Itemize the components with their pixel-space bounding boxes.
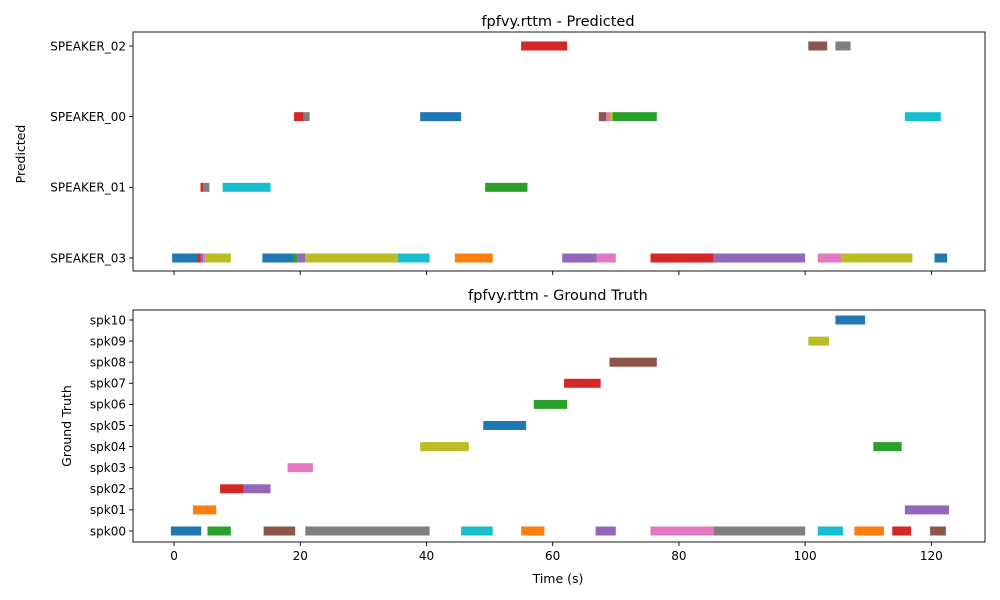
segment-bar <box>841 253 913 263</box>
xtick-label: 40 <box>419 549 434 563</box>
segment-bar <box>483 421 527 430</box>
segment-bar <box>200 182 204 192</box>
segment-bar <box>305 526 430 536</box>
segment-bar <box>172 253 199 263</box>
ytick-label: SPEAKER_00 <box>50 110 126 124</box>
segment-bar <box>904 505 950 515</box>
segment-bar <box>595 526 616 536</box>
predicted-segments <box>172 41 948 263</box>
segment-bar <box>609 357 657 367</box>
ytick-label: spk03 <box>90 461 126 475</box>
segment-bar <box>817 253 842 263</box>
segment-bar <box>461 526 493 536</box>
ground-truth-segments <box>170 315 950 536</box>
segment-bar <box>222 182 271 192</box>
ytick-label: spk01 <box>90 503 126 517</box>
segment-bar <box>454 253 493 263</box>
segment-bar <box>854 526 885 536</box>
segment-bar <box>609 112 613 122</box>
segment-bar <box>713 253 806 263</box>
segment-bar <box>170 526 202 536</box>
segment-bar <box>398 253 430 263</box>
segment-bar <box>303 112 310 122</box>
ytick-label: spk02 <box>90 482 126 496</box>
segment-bar <box>835 315 866 325</box>
segment-bar <box>562 253 597 263</box>
segment-bar <box>293 253 298 263</box>
segment-bar <box>293 112 304 122</box>
segment-bar <box>612 112 657 122</box>
predicted-axes-frame <box>132 31 986 272</box>
segment-bar <box>904 112 941 122</box>
segment-bar <box>203 253 206 263</box>
predicted-ylabel: Predicted <box>13 125 28 184</box>
segment-bar <box>287 463 313 473</box>
ytick-label: spk10 <box>90 313 126 327</box>
ytick-label: SPEAKER_01 <box>50 181 126 195</box>
ytick-label: SPEAKER_03 <box>50 251 126 265</box>
ytick-label: spk09 <box>90 334 126 348</box>
xtick-label: 60 <box>545 549 560 563</box>
segment-bar <box>873 442 902 452</box>
segment-bar <box>596 253 616 263</box>
ytick-label: SPEAKER_02 <box>50 39 126 53</box>
ground-truth-title: fpfvy.rttm - Ground Truth <box>468 288 648 304</box>
ground-truth-xlabel: Time (s) <box>532 571 584 586</box>
ytick-label: spk08 <box>90 356 126 370</box>
xtick-label: 120 <box>920 549 943 563</box>
xtick-label: 0 <box>170 549 178 563</box>
xtick-label: 20 <box>293 549 308 563</box>
segment-bar <box>817 526 843 536</box>
segment-bar <box>521 526 545 536</box>
segment-bar <box>207 526 231 536</box>
segment-bar <box>205 253 231 263</box>
segment-bar <box>243 484 271 494</box>
segment-bar <box>485 182 528 192</box>
predicted-ticks: SPEAKER_03 SPEAKER_01 SPEAKER_00 SPEAKER_02 <box>50 39 932 275</box>
segment-bar <box>263 526 296 536</box>
ytick-label: spk05 <box>90 419 126 433</box>
segment-bar <box>192 505 217 515</box>
segment-bar <box>606 112 610 122</box>
segment-bar <box>934 253 948 263</box>
segment-bar <box>650 253 714 263</box>
segment-bar <box>420 442 469 452</box>
segment-bar <box>305 253 399 263</box>
segment-bar <box>930 526 946 536</box>
segment-bar <box>808 41 828 51</box>
ground-truth-ylabel: Ground Truth <box>59 385 74 467</box>
segment-bar <box>533 399 568 409</box>
ground-truth-panel: fpfvy.rttm - Ground Truth Ground Truth s… <box>59 288 986 586</box>
predicted-panel: fpfvy.rttm - Predicted Predicted SPEAKER… <box>13 14 986 275</box>
segment-bar <box>892 526 912 536</box>
segment-bar <box>650 526 714 536</box>
ytick-label: spk00 <box>90 524 126 538</box>
segment-bar <box>713 526 806 536</box>
segment-bar <box>808 336 830 346</box>
segment-bar <box>198 253 201 263</box>
segment-bar <box>835 41 851 51</box>
xtick-label: 80 <box>671 549 686 563</box>
segment-bar <box>220 484 244 494</box>
ytick-label: spk07 <box>90 377 126 391</box>
segment-bar <box>420 112 462 122</box>
segment-bar <box>200 253 204 263</box>
segment-bar <box>203 182 210 192</box>
ground-truth-ticks: spk00 spk01 spk02 spk03 spk04 spk05 spk06 spk07… <box>90 313 943 563</box>
ytick-label: spk06 <box>90 398 126 412</box>
segment-bar <box>598 112 607 122</box>
segment-bar <box>521 41 568 51</box>
ytick-label: spk04 <box>90 440 126 454</box>
segment-bar <box>564 378 601 388</box>
ground-truth-axes-frame <box>132 309 986 543</box>
xtick-label: 100 <box>794 549 817 563</box>
segment-bar <box>297 253 306 263</box>
segment-bar <box>262 253 294 263</box>
predicted-title: fpfvy.rttm - Predicted <box>481 14 634 30</box>
